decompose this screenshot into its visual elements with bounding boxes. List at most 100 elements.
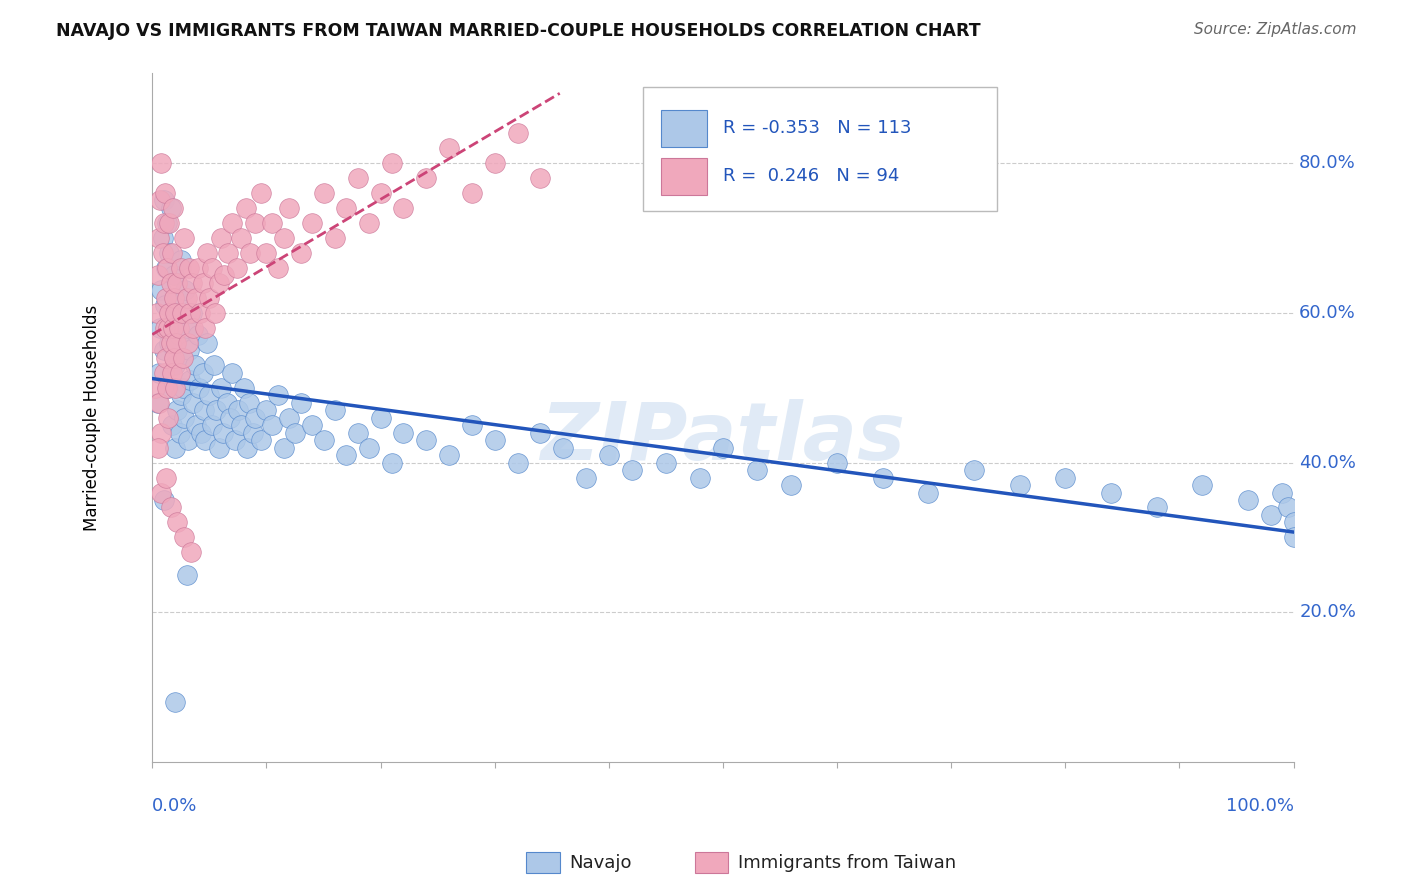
Point	[153, 298, 176, 312]
Point	[963, 463, 986, 477]
Point	[173, 531, 195, 545]
Point	[301, 216, 323, 230]
Point	[159, 216, 181, 230]
Point	[335, 448, 357, 462]
Point	[201, 418, 224, 433]
Point	[148, 395, 170, 409]
Point	[169, 366, 191, 380]
Point	[323, 403, 346, 417]
Point	[198, 388, 221, 402]
Point	[152, 493, 174, 508]
Point	[392, 201, 415, 215]
Point	[157, 381, 180, 395]
Point	[780, 478, 803, 492]
Point	[187, 328, 209, 343]
Point	[177, 343, 200, 358]
Point	[215, 395, 238, 409]
Point	[194, 433, 217, 447]
Point	[1191, 478, 1213, 492]
Point	[165, 695, 187, 709]
Point	[195, 245, 218, 260]
Point	[273, 441, 295, 455]
Point	[152, 245, 174, 260]
Point	[150, 485, 173, 500]
Point	[201, 260, 224, 275]
Point	[162, 320, 184, 334]
Point	[209, 381, 232, 395]
Point	[163, 268, 186, 283]
Point	[152, 216, 174, 230]
Text: 40.0%: 40.0%	[1299, 453, 1357, 472]
Point	[156, 381, 179, 395]
Point	[145, 335, 167, 350]
Point	[150, 425, 173, 440]
Point	[484, 433, 506, 447]
Text: 0.0%: 0.0%	[152, 797, 198, 814]
Point	[153, 320, 176, 334]
Point	[225, 260, 247, 275]
Point	[484, 156, 506, 170]
Point	[226, 403, 249, 417]
Point	[256, 403, 278, 417]
Point	[172, 351, 194, 365]
Point	[437, 448, 460, 462]
Point	[235, 201, 257, 215]
Point	[176, 291, 198, 305]
Point	[165, 335, 187, 350]
Point	[165, 306, 187, 320]
Point	[156, 260, 179, 275]
Text: ZIPatlas: ZIPatlas	[540, 400, 905, 477]
Point	[159, 335, 181, 350]
Text: Immigrants from Taiwan: Immigrants from Taiwan	[738, 854, 956, 871]
Point	[212, 425, 235, 440]
Point	[529, 425, 551, 440]
Point	[825, 456, 848, 470]
Text: R = -0.353   N = 113: R = -0.353 N = 113	[723, 120, 911, 137]
Point	[1282, 516, 1305, 530]
Point	[162, 313, 184, 327]
Point	[174, 283, 197, 297]
Text: NAVAJO VS IMMIGRANTS FROM TAIWAN MARRIED-COUPLE HOUSEHOLDS CORRELATION CHART: NAVAJO VS IMMIGRANTS FROM TAIWAN MARRIED…	[56, 22, 981, 40]
Point	[184, 291, 207, 305]
Point	[177, 433, 200, 447]
Point	[301, 418, 323, 433]
Point	[180, 545, 202, 559]
Point	[155, 260, 177, 275]
Point	[598, 448, 620, 462]
Point	[165, 358, 187, 372]
Point	[381, 156, 404, 170]
Text: 60.0%: 60.0%	[1299, 303, 1355, 322]
Point	[170, 253, 193, 268]
Point	[163, 351, 186, 365]
Point	[188, 306, 211, 320]
Point	[1271, 485, 1294, 500]
Point	[335, 201, 357, 215]
Point	[278, 201, 301, 215]
Point	[159, 335, 181, 350]
Point	[747, 463, 769, 477]
Point	[238, 395, 260, 409]
Point	[166, 403, 188, 417]
Point	[143, 381, 166, 395]
Point	[415, 433, 437, 447]
Point	[152, 343, 174, 358]
Point	[370, 410, 392, 425]
FancyBboxPatch shape	[661, 158, 707, 195]
Point	[415, 170, 437, 185]
Point	[155, 351, 177, 365]
Point	[156, 216, 179, 230]
Point	[150, 156, 173, 170]
Point	[170, 388, 193, 402]
Point	[461, 186, 484, 200]
Point	[359, 441, 381, 455]
Point	[173, 410, 195, 425]
Point	[155, 291, 177, 305]
Point	[1277, 500, 1299, 515]
FancyBboxPatch shape	[661, 110, 707, 146]
Point	[165, 441, 187, 455]
Point	[152, 366, 174, 380]
Point	[152, 231, 174, 245]
FancyBboxPatch shape	[643, 87, 997, 211]
Point	[191, 276, 214, 290]
Point	[284, 425, 307, 440]
